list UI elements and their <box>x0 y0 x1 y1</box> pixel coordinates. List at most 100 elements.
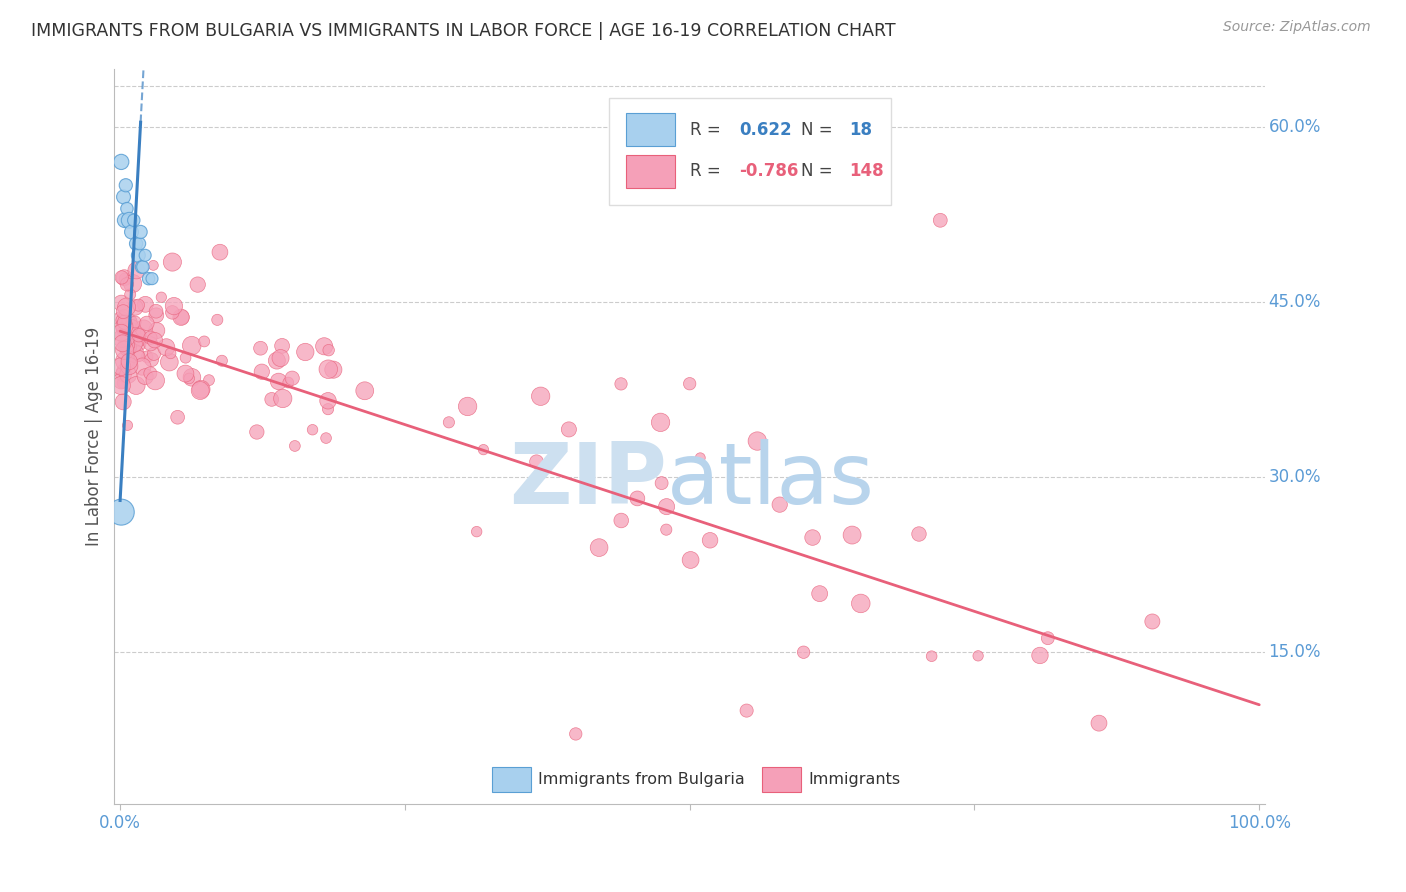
Point <box>121 225 143 239</box>
Point <box>607 490 630 504</box>
Point <box>1029 648 1052 663</box>
Point <box>134 248 156 262</box>
Point <box>118 354 141 368</box>
Point <box>114 354 136 368</box>
Point <box>626 491 648 506</box>
Point <box>170 310 193 325</box>
Point <box>120 287 142 301</box>
Point <box>127 248 149 262</box>
Point <box>112 308 135 322</box>
Point <box>610 514 633 528</box>
Point <box>132 321 155 335</box>
Point <box>588 541 610 555</box>
Point <box>121 325 143 339</box>
Point <box>150 290 173 304</box>
Point <box>193 334 215 349</box>
Point <box>198 373 221 387</box>
Point <box>111 270 134 285</box>
Point <box>114 272 136 286</box>
Text: -0.786: -0.786 <box>740 162 799 180</box>
Text: 15.0%: 15.0% <box>1268 643 1320 661</box>
Point <box>181 370 204 384</box>
Point <box>188 384 211 398</box>
Point <box>110 155 132 169</box>
Point <box>190 382 212 396</box>
Point <box>131 260 153 274</box>
Point <box>284 439 307 453</box>
Point <box>747 434 769 448</box>
Point <box>314 339 336 353</box>
Point <box>110 313 132 327</box>
Point <box>142 258 165 272</box>
Point <box>180 339 202 353</box>
Point <box>155 340 177 354</box>
Point <box>266 353 288 368</box>
Text: IMMIGRANTS FROM BULGARIA VS IMMIGRANTS IN LABOR FORCE | AGE 16-19 CORRELATION CH: IMMIGRANTS FROM BULGARIA VS IMMIGRANTS I… <box>31 22 896 40</box>
Text: ZIP: ZIP <box>509 439 666 522</box>
Point <box>112 190 135 204</box>
Point <box>132 260 155 274</box>
Point <box>114 343 136 358</box>
Point <box>122 337 145 351</box>
Point <box>143 347 166 361</box>
Point <box>115 300 138 314</box>
Point <box>170 310 193 325</box>
Point <box>187 277 209 292</box>
Point <box>141 352 163 367</box>
Point <box>112 326 135 341</box>
Point <box>558 422 581 436</box>
Point <box>465 524 488 539</box>
Point <box>111 336 134 351</box>
Point <box>679 376 702 391</box>
Point <box>174 351 197 365</box>
FancyBboxPatch shape <box>609 98 891 204</box>
Text: Immigrants: Immigrants <box>808 772 900 788</box>
Point <box>112 368 135 382</box>
Point <box>294 345 316 359</box>
Point <box>143 374 166 388</box>
Point <box>921 649 943 664</box>
Point <box>316 393 339 408</box>
Point <box>128 328 150 343</box>
FancyBboxPatch shape <box>627 112 675 146</box>
Point <box>115 202 138 216</box>
Point <box>801 531 824 545</box>
Point <box>166 410 188 425</box>
Point <box>655 500 678 514</box>
Point <box>141 271 163 285</box>
Point <box>145 309 167 323</box>
Point <box>967 648 990 663</box>
Point <box>128 236 150 251</box>
Point <box>565 727 588 741</box>
Point <box>610 376 633 391</box>
Point <box>112 364 135 378</box>
Point <box>246 425 269 439</box>
Point <box>849 596 872 610</box>
Point <box>1036 631 1059 645</box>
Text: N =: N = <box>801 120 838 138</box>
Text: 30.0%: 30.0% <box>1268 468 1320 486</box>
Text: N =: N = <box>801 162 838 180</box>
Point <box>163 299 186 313</box>
Point <box>908 527 931 541</box>
Point <box>121 277 143 291</box>
Point <box>145 304 167 318</box>
Point <box>769 498 792 512</box>
Point <box>121 318 143 333</box>
Point <box>159 346 181 360</box>
Point <box>322 362 344 376</box>
Point <box>437 415 460 429</box>
Text: R =: R = <box>690 162 725 180</box>
Point <box>315 431 337 445</box>
Point <box>117 418 139 433</box>
Point <box>128 333 150 347</box>
Point <box>929 213 952 227</box>
Point <box>128 349 150 363</box>
Point <box>124 301 146 315</box>
Point <box>111 325 134 339</box>
Text: R =: R = <box>690 120 725 138</box>
Point <box>112 304 135 318</box>
Point <box>1088 716 1111 731</box>
Text: atlas: atlas <box>666 439 875 522</box>
Point <box>117 368 139 382</box>
